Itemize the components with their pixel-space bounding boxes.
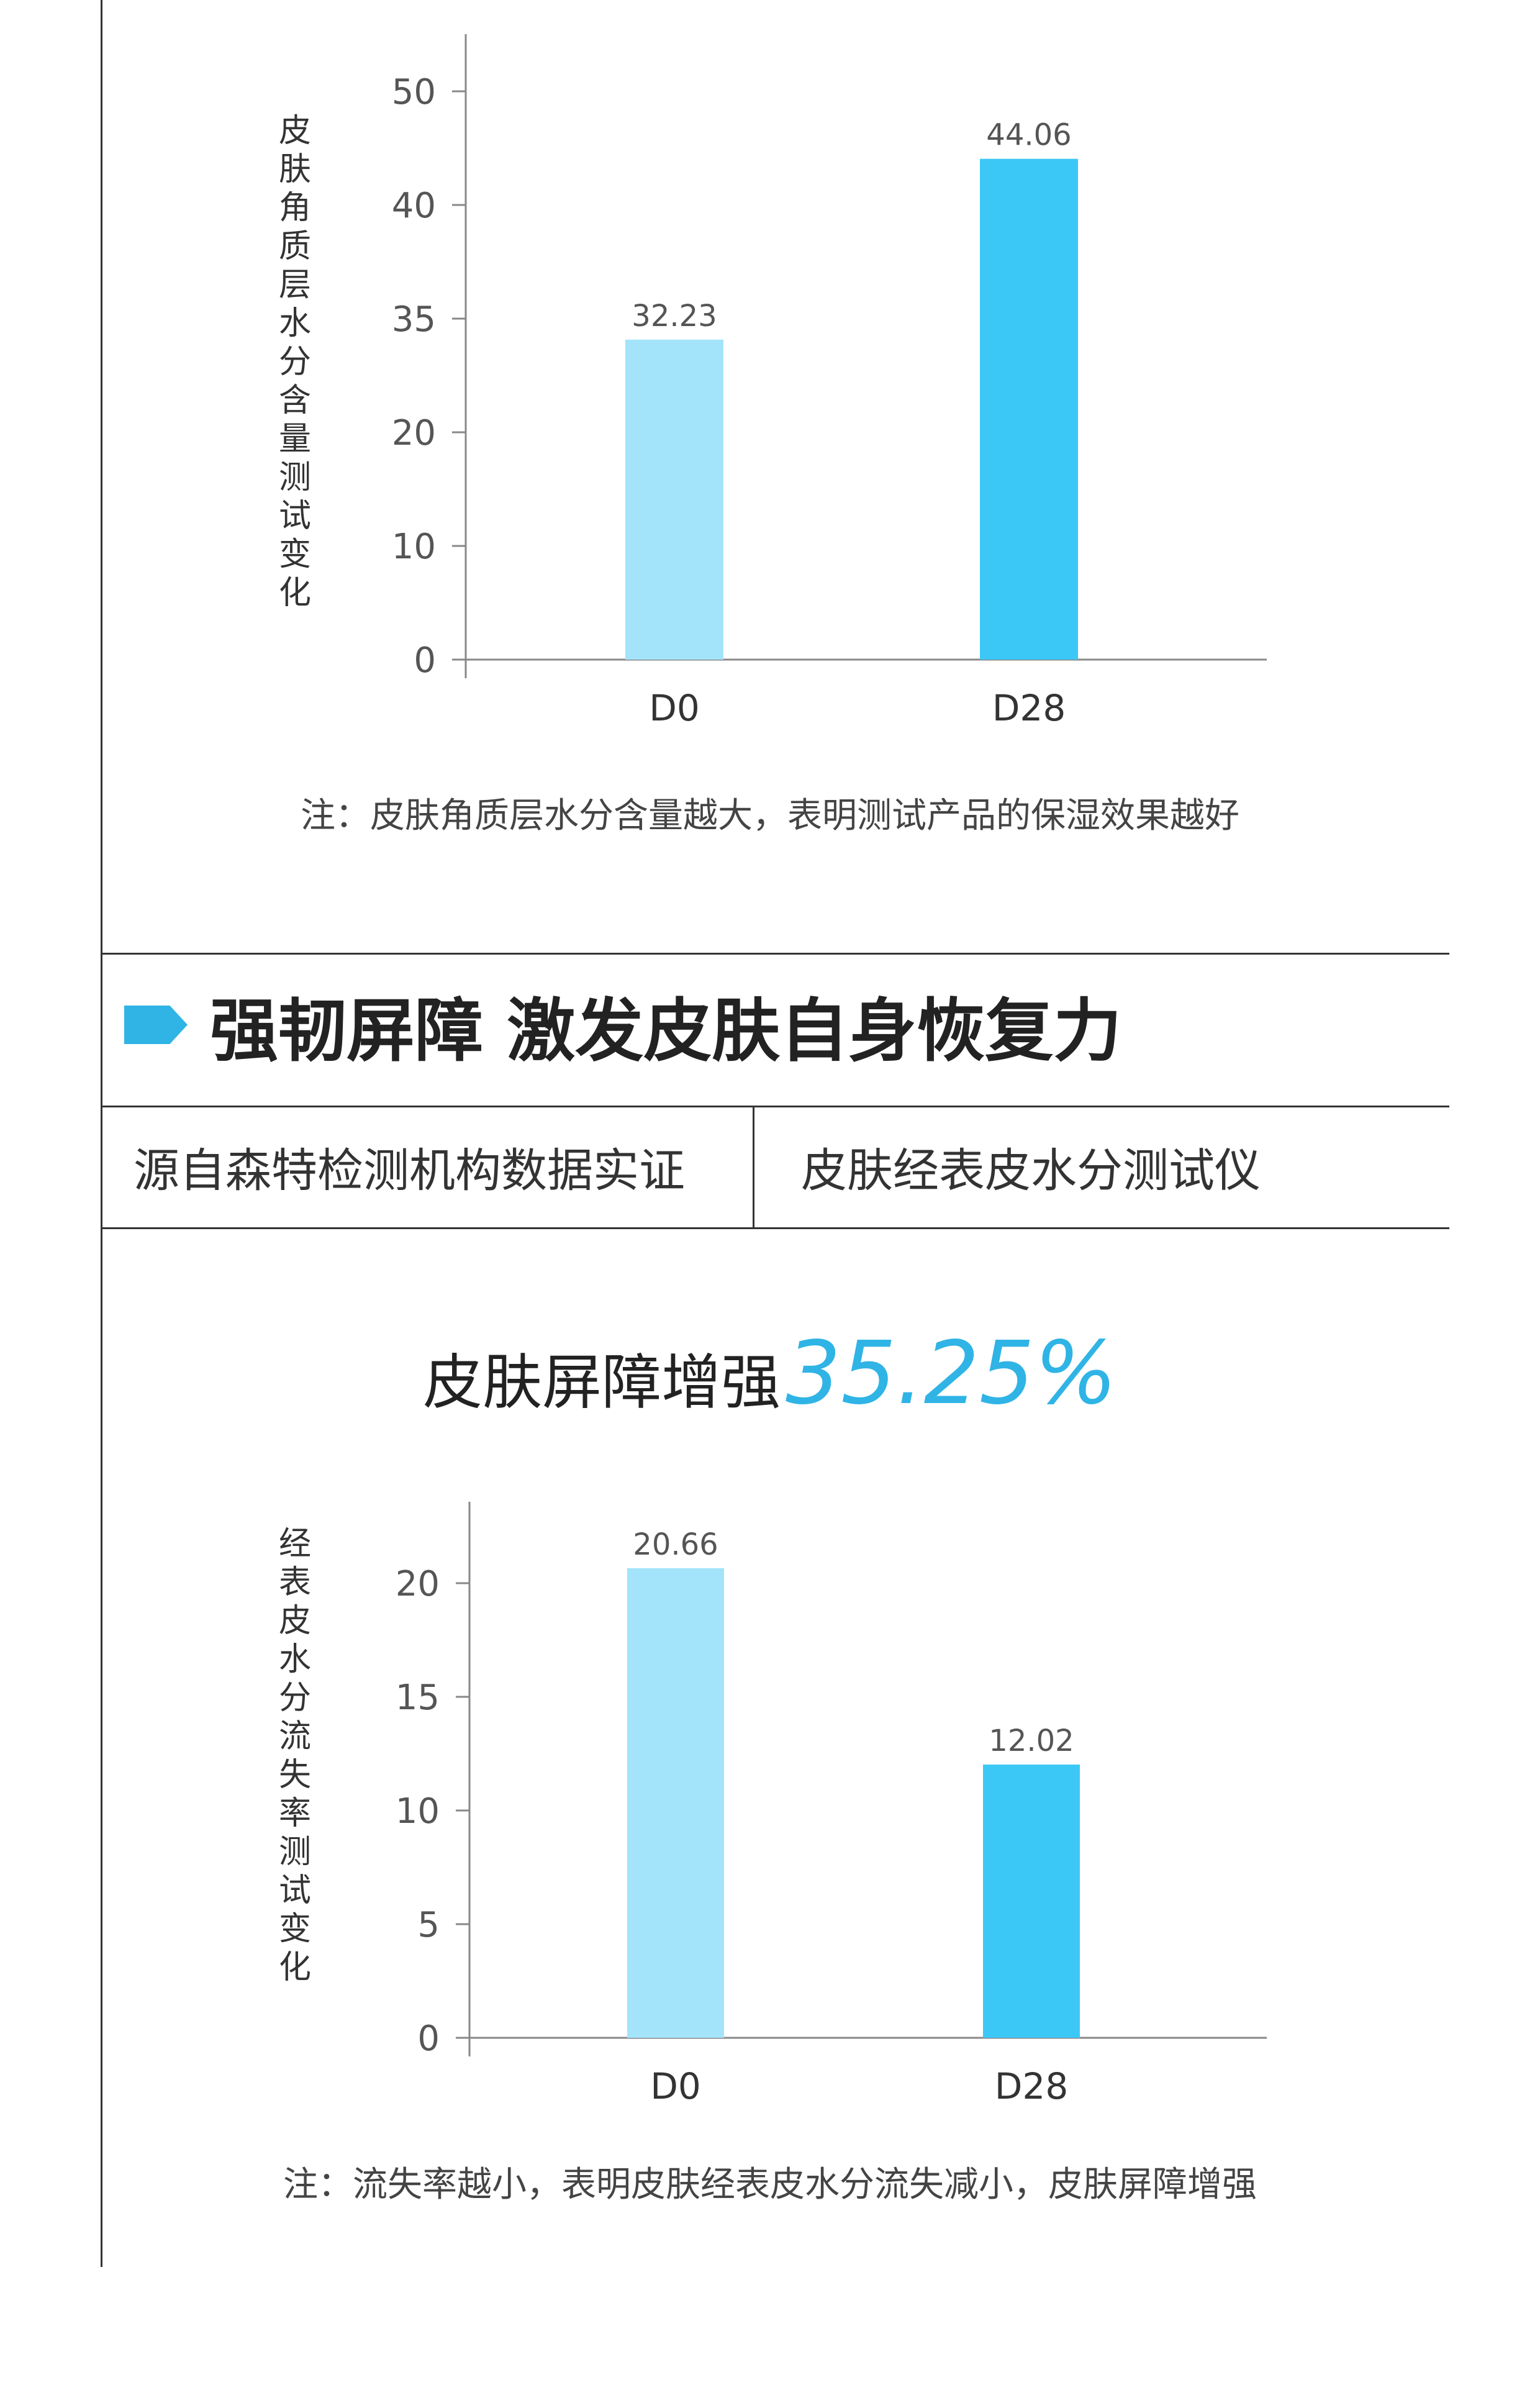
chart1-moisture-bar-chart: 0 10 20 35 40 50 32.23 D0 44.06 D28 xyxy=(392,34,1267,729)
section-divider-top xyxy=(101,953,1449,955)
bar-data-label: 32.23 xyxy=(632,299,717,334)
bar-d0 xyxy=(627,1568,724,2038)
section-title-text: 强韧屏障 激发皮肤自身恢复力 xyxy=(210,991,1122,1071)
x-tick-label: D0 xyxy=(649,687,700,729)
y-tick-label: 50 xyxy=(392,72,436,112)
chart2-note: 注：流失率越小，表明皮肤经表皮水分流失减小，皮肤屏障增强 xyxy=(283,2165,1257,2205)
y-tick-label: 35 xyxy=(392,299,436,340)
headline-text: 皮肤屏障增强 xyxy=(423,1348,781,1417)
y-tick-label: 15 xyxy=(396,1678,440,1718)
info-cell-source: 源自森特检测机构数据实证 xyxy=(134,1106,685,1227)
bar-data-label: 44.06 xyxy=(986,118,1071,153)
info-cell-separator xyxy=(753,1106,754,1229)
y-tick-label: 5 xyxy=(417,1905,440,1945)
y-tick-label: 10 xyxy=(396,1791,440,1832)
y-tick-label: 10 xyxy=(392,527,436,567)
x-tick-label: D0 xyxy=(650,2065,701,2107)
chart2-water-loss-bar-chart: 0 5 10 15 20 20.66 D0 12.02 D28 xyxy=(396,1502,1267,2107)
section-title: 强韧屏障 激发皮肤自身恢复力 xyxy=(124,975,1121,1074)
info-instrument-text: 皮肤经表皮水分测试仪 xyxy=(801,1143,1261,1197)
barrier-headline: 皮肤屏障增强35.25% xyxy=(0,1323,1540,1424)
info-cell-instrument: 皮肤经表皮水分测试仪 xyxy=(801,1106,1261,1227)
chart1-note: 注：皮肤角质层水分含量越大，表明测试产品的保湿效果越好 xyxy=(301,796,1239,836)
arrow-icon xyxy=(124,1006,188,1044)
headline-percentage: 35.25% xyxy=(786,1323,1117,1424)
left-border-line xyxy=(101,0,102,2267)
section-divider-middle xyxy=(101,1106,1449,1107)
y-tick-label: 20 xyxy=(392,413,436,453)
bar-d0 xyxy=(625,339,723,660)
chart1-y-axis-label: 皮肤角质层水分含量测试变化 xyxy=(278,112,311,612)
bar-data-label: 12.02 xyxy=(989,1724,1074,1758)
y-tick-label: 20 xyxy=(396,1564,440,1604)
x-tick-label: D28 xyxy=(992,687,1066,729)
y-tick-label: 0 xyxy=(414,640,436,681)
y-tick-label: 0 xyxy=(417,2019,440,2059)
bar-data-label: 20.66 xyxy=(633,1527,718,1562)
info-source-text: 源自森特检测机构数据实证 xyxy=(134,1143,685,1197)
bar-d28 xyxy=(983,1765,1080,2038)
x-tick-label: D28 xyxy=(995,2065,1068,2107)
chart2-y-axis-label: 经表皮水分流失率测试变化 xyxy=(278,1525,311,1986)
bar-d28 xyxy=(980,158,1078,660)
y-tick-label: 40 xyxy=(392,186,436,226)
section-divider-bottom xyxy=(101,1227,1449,1229)
